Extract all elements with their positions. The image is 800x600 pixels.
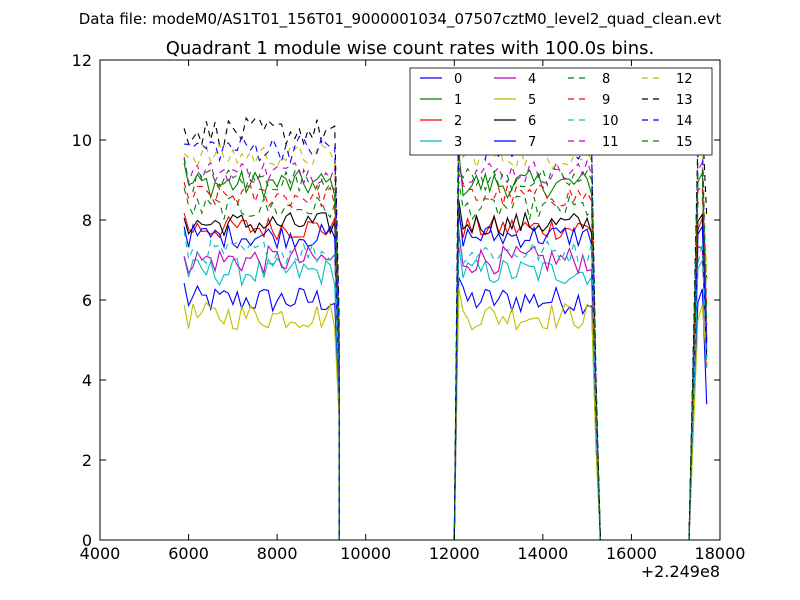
- series-line-12: [183, 132, 708, 540]
- series-line-7: [183, 207, 708, 540]
- chart-suptitle: Data file: modeM0/AS1T01_156T01_90000010…: [79, 10, 722, 29]
- ticks-layer: 4000 6000 8000 10000 12000 14000 16000 18000 0 2 4…: [72, 51, 746, 563]
- x-tick-label: 12000: [429, 544, 480, 563]
- y-tick-label: 4: [82, 371, 92, 390]
- x-tick-label: 14000: [517, 544, 568, 563]
- series-line-2: [183, 212, 708, 540]
- series-layer: [183, 97, 708, 540]
- y-tick-label: 0: [82, 531, 92, 550]
- legend-label: 15: [676, 135, 693, 150]
- y-tick-label: 8: [82, 211, 92, 230]
- series-line-15: [183, 158, 708, 540]
- legend-label: 13: [676, 93, 693, 108]
- x-tick-label: 16000: [606, 544, 657, 563]
- series-line-5: [183, 287, 708, 540]
- legend-label: 2: [454, 114, 462, 129]
- legend-label: 3: [454, 135, 462, 150]
- x-tick-label: 4000: [80, 544, 121, 563]
- x-offset-label: +2.249e8: [641, 562, 720, 581]
- legend-label: 10: [602, 114, 619, 129]
- x-tick-label: 6000: [168, 544, 209, 563]
- legend-label: 5: [528, 93, 536, 108]
- chart-title: Quadrant 1 module wise count rates with …: [166, 38, 655, 59]
- legend-label: 7: [528, 135, 536, 150]
- legend-label: 9: [602, 93, 610, 108]
- legend-label: 11: [602, 135, 619, 150]
- x-tick-label: 18000: [695, 544, 746, 563]
- legend-label: 12: [676, 72, 693, 87]
- y-tick-label: 10: [72, 131, 92, 150]
- x-tick-label: 8000: [257, 544, 298, 563]
- series-line-0: [183, 277, 708, 540]
- series-line-10: [183, 227, 708, 540]
- legend-label: 8: [602, 72, 610, 87]
- series-line-1: [183, 149, 708, 540]
- y-tick-label: 12: [72, 51, 92, 70]
- legend-label: 6: [528, 114, 536, 129]
- series-line-4: [183, 231, 708, 540]
- legend-label: 0: [454, 72, 462, 87]
- series-line-6: [183, 199, 708, 540]
- y-tick-label: 6: [82, 291, 92, 310]
- x-tick-label: 10000: [340, 544, 391, 563]
- legend-label: 4: [528, 72, 536, 87]
- series-line-8: [183, 180, 708, 540]
- legend-label: 14: [676, 114, 693, 129]
- legend-box: [409, 67, 713, 156]
- legend-label: 1: [454, 93, 462, 108]
- series-line-9: [183, 173, 708, 540]
- y-tick-label: 2: [82, 451, 92, 470]
